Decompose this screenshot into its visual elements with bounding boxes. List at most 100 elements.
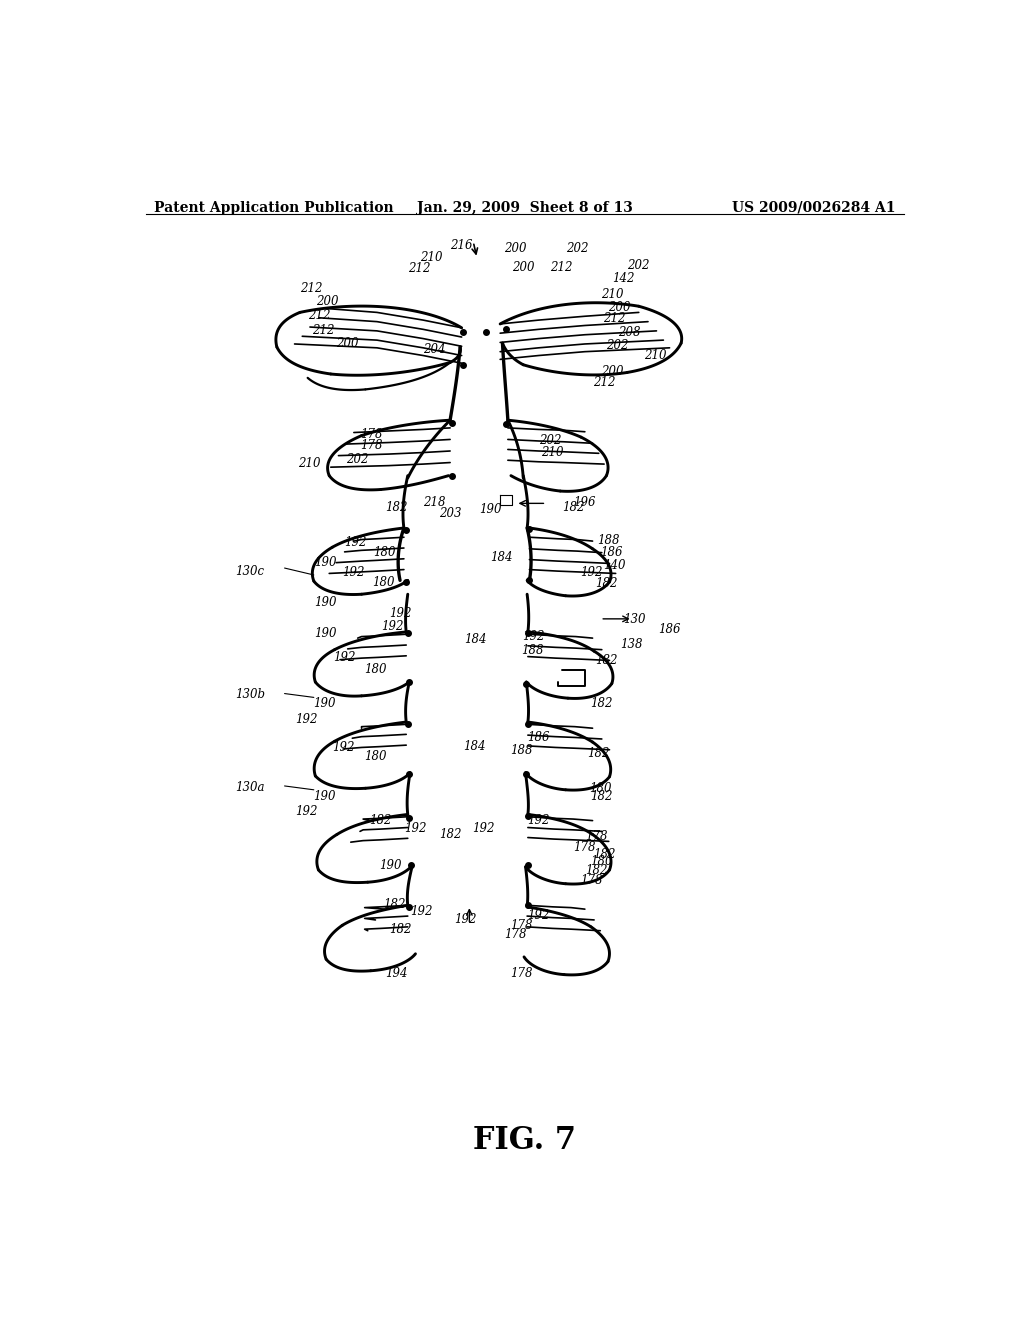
- Text: 200: 200: [600, 364, 623, 378]
- Text: 188: 188: [597, 535, 620, 548]
- Text: 180: 180: [591, 855, 613, 869]
- Text: FIG. 7: FIG. 7: [473, 1125, 577, 1156]
- Text: 216: 216: [451, 239, 473, 252]
- Text: 192: 192: [411, 906, 433, 919]
- Text: 192: 192: [527, 909, 550, 923]
- Text: 200: 200: [608, 301, 631, 314]
- Text: Patent Application Publication: Patent Application Publication: [154, 201, 393, 215]
- Text: 192: 192: [295, 713, 317, 726]
- Text: 200: 200: [337, 337, 359, 350]
- Text: 130: 130: [624, 612, 646, 626]
- Text: 203: 203: [439, 507, 462, 520]
- Text: 192: 192: [580, 566, 602, 579]
- Text: 182: 182: [591, 697, 613, 710]
- Text: 192: 192: [381, 620, 403, 634]
- Text: 212: 212: [593, 376, 615, 389]
- Text: 194: 194: [385, 966, 408, 979]
- Text: 202: 202: [539, 434, 561, 447]
- Text: 212: 212: [408, 263, 430, 276]
- Text: 190: 190: [314, 627, 337, 640]
- Text: 182: 182: [591, 789, 613, 803]
- Text: 192: 192: [389, 607, 412, 619]
- Text: 192: 192: [404, 822, 427, 836]
- Text: 130a: 130a: [236, 780, 264, 793]
- Text: 178: 178: [580, 874, 602, 887]
- Text: 180: 180: [589, 781, 611, 795]
- Text: 210: 210: [600, 288, 623, 301]
- Text: 192: 192: [344, 536, 367, 549]
- Text: 180: 180: [372, 576, 394, 589]
- Text: 180: 180: [365, 750, 387, 763]
- Text: 184: 184: [464, 634, 486, 647]
- Text: 212: 212: [300, 281, 323, 294]
- Text: 184: 184: [490, 552, 513, 564]
- Text: 192: 192: [455, 913, 477, 927]
- Text: 192: 192: [522, 631, 545, 643]
- Text: 130c: 130c: [236, 565, 264, 578]
- Text: 218: 218: [424, 496, 446, 508]
- Text: 200: 200: [512, 261, 535, 273]
- Text: 190: 190: [479, 503, 502, 516]
- Text: 192: 192: [295, 805, 317, 818]
- Text: 182: 182: [588, 747, 610, 760]
- Text: 188: 188: [511, 743, 532, 756]
- Text: 212: 212: [312, 323, 334, 337]
- Text: 182: 182: [389, 923, 412, 936]
- Text: Jan. 29, 2009  Sheet 8 of 13: Jan. 29, 2009 Sheet 8 of 13: [417, 201, 633, 215]
- Text: 178: 178: [360, 440, 383, 453]
- Text: 142: 142: [612, 272, 635, 285]
- Text: 188: 188: [521, 644, 544, 656]
- Text: 182: 182: [595, 655, 617, 668]
- Text: 190: 190: [314, 556, 337, 569]
- Text: 190: 190: [313, 697, 336, 710]
- Text: 200: 200: [504, 242, 526, 255]
- Text: 204: 204: [424, 343, 446, 356]
- Text: 178: 178: [511, 966, 532, 979]
- Text: 202: 202: [606, 339, 629, 351]
- Text: 212: 212: [603, 313, 626, 326]
- Text: 212: 212: [308, 309, 331, 322]
- Text: 208: 208: [618, 326, 641, 339]
- Text: 190: 190: [380, 859, 402, 873]
- Text: 196: 196: [573, 496, 596, 508]
- Text: 186: 186: [658, 623, 681, 636]
- Text: 130b: 130b: [234, 688, 265, 701]
- Text: 182: 182: [383, 898, 406, 911]
- Text: 202: 202: [566, 242, 589, 255]
- Text: 212: 212: [551, 261, 573, 273]
- Text: 178: 178: [360, 428, 383, 441]
- Text: 182: 182: [593, 847, 615, 861]
- Text: 202: 202: [346, 453, 369, 466]
- Text: 202: 202: [628, 259, 650, 272]
- Text: 178: 178: [585, 830, 607, 843]
- Text: 210: 210: [420, 251, 442, 264]
- Text: 180: 180: [374, 545, 396, 558]
- Text: 184: 184: [464, 739, 486, 752]
- Text: 192: 192: [472, 822, 495, 836]
- Text: 192: 192: [527, 814, 550, 828]
- Text: 190: 190: [314, 595, 337, 609]
- Text: 210: 210: [542, 446, 564, 459]
- Text: 140: 140: [603, 558, 626, 572]
- Text: 200: 200: [315, 296, 338, 309]
- Text: 192: 192: [334, 651, 356, 664]
- Text: 186: 186: [527, 731, 550, 744]
- Text: US 2009/0026284 A1: US 2009/0026284 A1: [732, 201, 896, 215]
- Text: 210: 210: [298, 457, 321, 470]
- Text: 192: 192: [332, 741, 354, 754]
- Text: 178: 178: [573, 841, 596, 854]
- Text: 182: 182: [585, 865, 607, 878]
- Text: 138: 138: [620, 638, 642, 651]
- Text: 192: 192: [343, 566, 366, 579]
- Text: 182: 182: [562, 502, 585, 513]
- Text: 186: 186: [600, 546, 623, 560]
- Text: 190: 190: [313, 789, 336, 803]
- Text: 182: 182: [439, 829, 462, 841]
- Text: 180: 180: [365, 663, 387, 676]
- Text: 178: 178: [504, 928, 526, 941]
- Text: 182: 182: [370, 814, 392, 828]
- Text: 178: 178: [511, 919, 532, 932]
- Text: 210: 210: [644, 350, 667, 363]
- Text: 182: 182: [385, 502, 408, 513]
- Text: 182: 182: [595, 577, 617, 590]
